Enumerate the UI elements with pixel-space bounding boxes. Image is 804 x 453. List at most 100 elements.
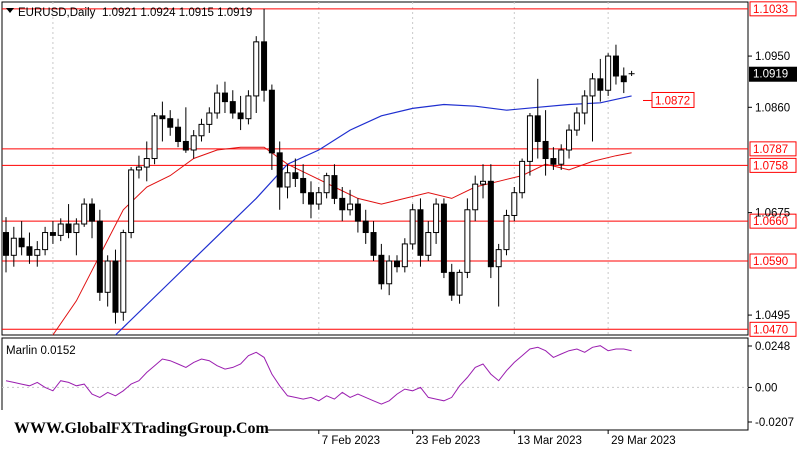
candle-body — [597, 78, 604, 91]
candle-body — [143, 158, 150, 168]
level-label: 1.1033 — [753, 4, 788, 16]
candle — [440, 198, 447, 279]
candle — [245, 90, 252, 125]
candle-body — [605, 55, 612, 91]
level-label: 1.0470 — [753, 324, 788, 336]
candle — [401, 238, 408, 273]
candle-body — [331, 175, 338, 199]
candle-body — [65, 223, 72, 234]
candle-body — [370, 232, 377, 256]
candle — [519, 158, 526, 199]
level-label-box — [749, 321, 797, 337]
candle-body — [347, 203, 354, 211]
time-tick-label: 29 Mar 2023 — [611, 435, 676, 447]
level-label-box — [749, 141, 797, 157]
current-price-box — [749, 66, 797, 82]
candle — [409, 204, 416, 250]
chart-menu-triangle-icon[interactable] — [6, 8, 14, 13]
candle — [221, 81, 228, 113]
candle-body — [307, 192, 314, 205]
candle-body — [89, 203, 96, 222]
marlin-oscillator: 0.0248 0.00 -0.0207 — [2, 341, 794, 429]
candle-body — [167, 118, 174, 128]
watermark-background — [0, 410, 268, 452]
candles — [3, 8, 635, 324]
candle — [566, 124, 573, 159]
candle — [456, 269, 463, 304]
osc-tick-label: -0.0207 — [755, 417, 794, 429]
candle-body — [10, 237, 17, 256]
candle — [182, 107, 189, 153]
candle-body — [503, 214, 510, 251]
candle — [347, 189, 354, 216]
candle — [151, 113, 158, 165]
candle — [307, 181, 314, 219]
candle-body — [495, 249, 502, 268]
candle-body — [276, 152, 283, 188]
price-tick-label: 1.0495 — [755, 310, 790, 322]
candle — [73, 218, 80, 256]
candle — [284, 164, 291, 199]
candle-body — [261, 41, 268, 91]
candle — [597, 58, 604, 102]
watermark-text: WWW.GlobalFXTradingGroup.Com — [14, 420, 270, 437]
candle — [229, 90, 236, 119]
candle-body — [440, 203, 447, 273]
candle-body — [190, 135, 197, 151]
time-axis: 7 Feb 2023 23 Feb 2023 13 Mar 2023 29 Mar 2… — [318, 430, 676, 447]
candle-body — [214, 92, 221, 114]
candle-body — [315, 192, 322, 205]
candle-body — [534, 115, 541, 142]
candle-body — [49, 232, 56, 236]
candle — [89, 198, 96, 239]
candle — [65, 204, 72, 239]
candle — [558, 144, 565, 170]
candle — [526, 113, 533, 176]
candle — [315, 187, 322, 210]
candle-body — [409, 209, 416, 245]
candle — [276, 141, 283, 210]
candle-body — [18, 237, 25, 248]
candle — [331, 164, 338, 205]
candle-body — [386, 260, 393, 285]
candle — [112, 249, 119, 324]
ohlc-readout: 1.0921 1.0924 1.0915 1.0919 — [102, 7, 252, 19]
candle — [206, 107, 213, 133]
candle — [464, 198, 471, 279]
candle — [237, 95, 244, 131]
candle-body — [448, 271, 455, 296]
price-tick-label: 1.0675 — [755, 208, 790, 220]
candle — [96, 209, 103, 301]
candle — [323, 172, 330, 199]
candle — [620, 67, 627, 94]
candle — [300, 164, 307, 205]
horizontal-levels: 1.1033 1.0787 1.0758 1.0660 1.0590 1.0470 — [2, 1, 797, 337]
candle-body — [81, 203, 88, 225]
candle-body — [175, 126, 182, 142]
candle-body — [3, 232, 9, 256]
candle — [339, 187, 346, 222]
candle — [511, 187, 518, 222]
candle — [18, 221, 25, 256]
candle-body — [159, 115, 166, 120]
candle-body — [292, 172, 299, 179]
candle — [167, 110, 174, 136]
candle — [628, 70, 635, 76]
marlin-line — [5, 345, 632, 405]
candle-body — [550, 158, 557, 165]
candle-body — [464, 209, 471, 273]
candle-body — [425, 232, 432, 256]
candle-body — [323, 175, 330, 194]
candle — [268, 84, 275, 170]
time-tick-label: 7 Feb 2023 — [322, 435, 380, 447]
candle-body — [394, 260, 400, 268]
candle-body — [300, 177, 307, 194]
price-tick-label: 1.0950 — [755, 51, 790, 63]
candle — [34, 241, 41, 267]
candle — [487, 164, 494, 279]
candle-body — [558, 149, 565, 165]
current-price-label: 1.0919 — [753, 69, 788, 81]
candle — [394, 255, 400, 273]
candle-body — [542, 140, 549, 160]
